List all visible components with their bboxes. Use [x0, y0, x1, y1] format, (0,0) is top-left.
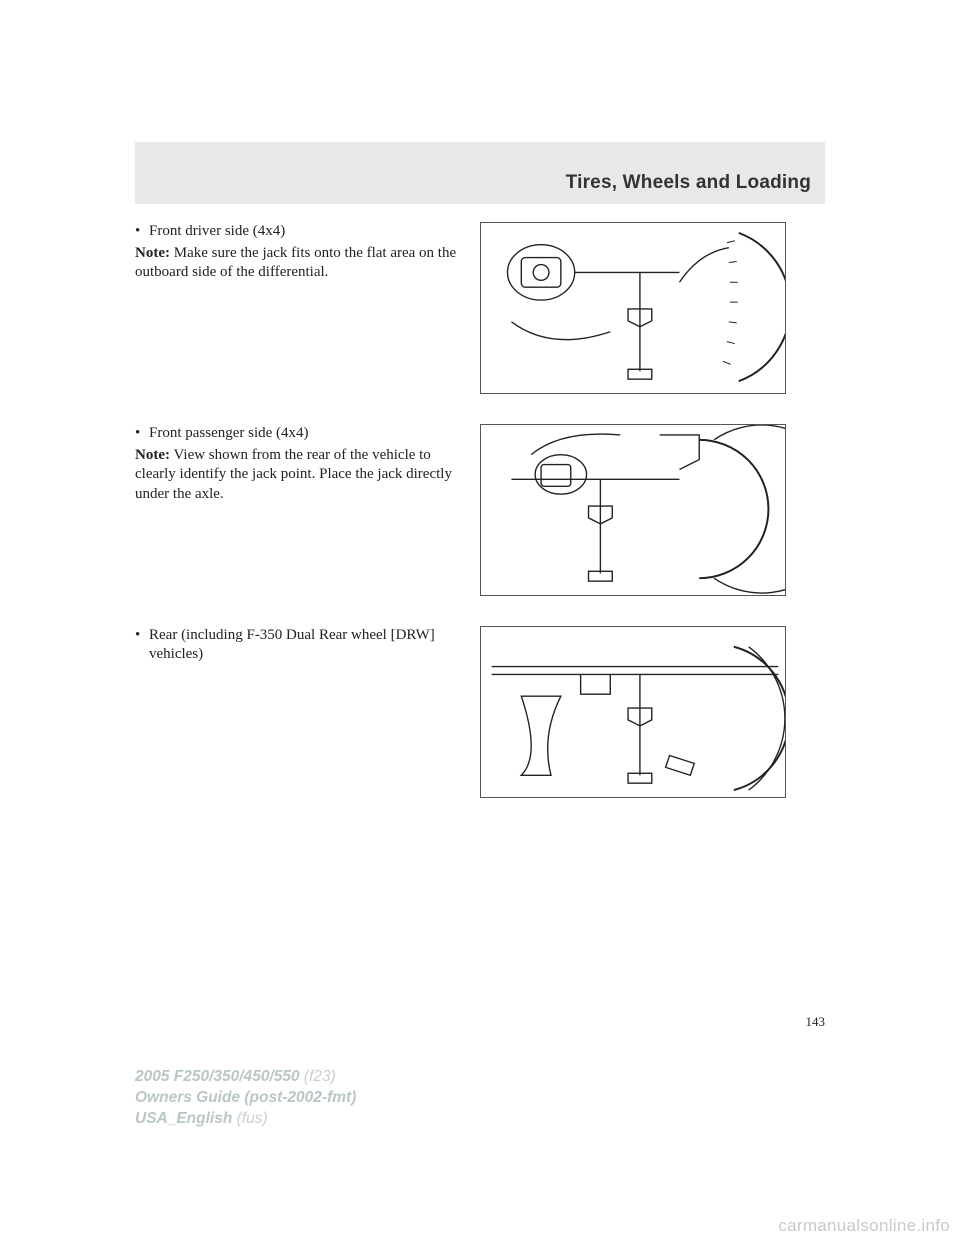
jack-diagram-front-passenger [480, 424, 786, 596]
jack-diagram-front-driver [480, 222, 786, 394]
note-paragraph: Note: Make sure the jack fits onto the f… [135, 244, 470, 282]
footer-lang-code: (fus) [232, 1110, 267, 1127]
jack-diagram-rear [480, 626, 786, 798]
note-text: Make sure the jack fits onto the flat ar… [135, 245, 456, 280]
bullet-text: Front passenger side (4x4) [149, 424, 309, 443]
footer-lang: USA_English [135, 1110, 232, 1127]
bullet-item: • Front passenger side (4x4) [135, 424, 470, 443]
illustration-column [480, 626, 825, 798]
note-text: View shown from the rear of the vehicle … [135, 447, 452, 501]
text-column: • Rear (including F-350 Dual Rear wheel … [135, 626, 480, 667]
jack-point-section: • Front driver side (4x4) Note: Make sur… [135, 222, 825, 400]
note-label: Note: [135, 447, 170, 463]
jack-point-section: • Front passenger side (4x4) Note: View … [135, 424, 825, 602]
jack-point-section: • Rear (including F-350 Dual Rear wheel … [135, 626, 825, 804]
watermark-text: carmanualsonline.info [778, 1216, 950, 1236]
note-label: Note: [135, 245, 170, 261]
content-area: • Front driver side (4x4) Note: Make sur… [135, 204, 825, 1030]
note-paragraph: Note: View shown from the rear of the ve… [135, 446, 470, 504]
illustration-column [480, 424, 825, 596]
page-container: Tires, Wheels and Loading • Front driver… [0, 0, 960, 1070]
bullet-marker: • [135, 626, 149, 664]
footer-model: 2005 F250/350/450/550 [135, 1068, 300, 1085]
section-title: Tires, Wheels and Loading [566, 172, 811, 194]
footer-line-1: 2005 F250/350/450/550 (f23) [135, 1067, 356, 1088]
bullet-item: • Rear (including F-350 Dual Rear wheel … [135, 626, 470, 664]
page-number: 143 [135, 1014, 825, 1030]
bullet-item: • Front driver side (4x4) [135, 222, 470, 241]
bullet-text: Front driver side (4x4) [149, 222, 285, 241]
footer-model-code: (f23) [300, 1068, 336, 1085]
text-column: • Front driver side (4x4) Note: Make sur… [135, 222, 480, 283]
footer-line-3: USA_English (fus) [135, 1109, 356, 1130]
illustration-column [480, 222, 825, 394]
header-band: Tires, Wheels and Loading [135, 142, 825, 204]
text-column: • Front passenger side (4x4) Note: View … [135, 424, 480, 504]
bullet-marker: • [135, 222, 149, 241]
footer-line-2: Owners Guide (post-2002-fmt) [135, 1088, 356, 1109]
footer-block: 2005 F250/350/450/550 (f23) Owners Guide… [135, 1067, 356, 1130]
bullet-text: Rear (including F-350 Dual Rear wheel [D… [149, 626, 470, 664]
bullet-marker: • [135, 424, 149, 443]
